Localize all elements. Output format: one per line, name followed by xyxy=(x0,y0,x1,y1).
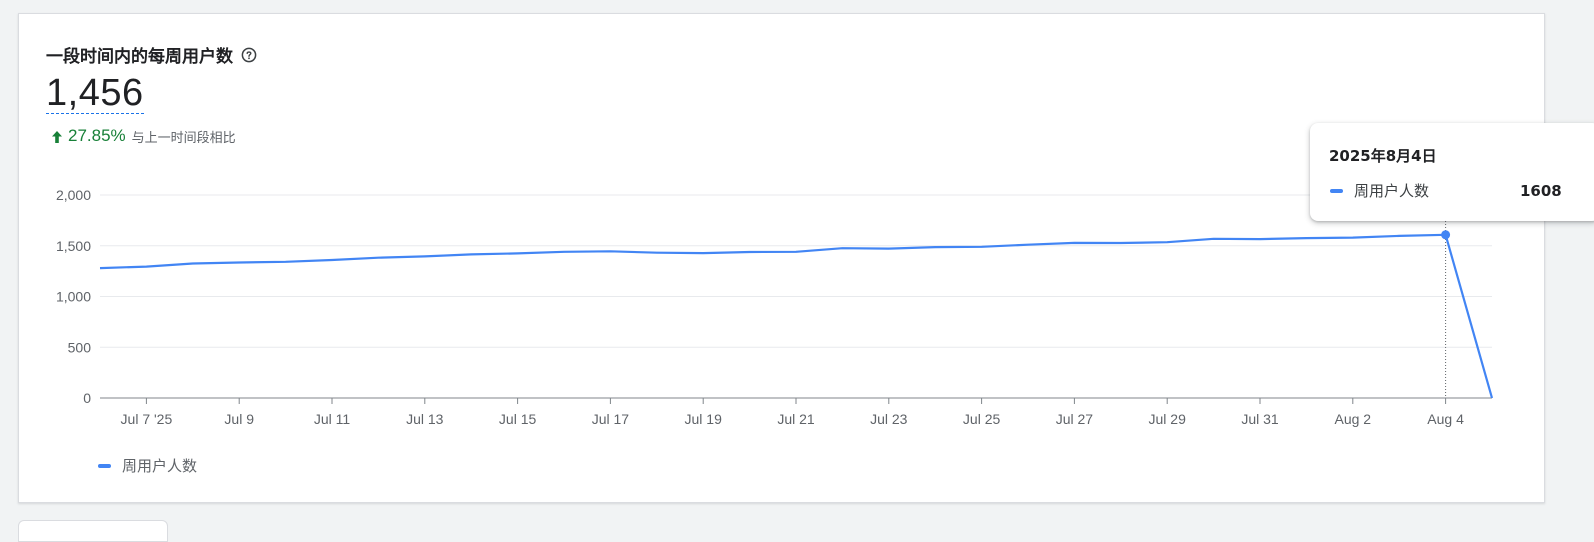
arrow-up-icon xyxy=(50,129,64,143)
chart-legend[interactable]: 周用户人数 xyxy=(98,455,197,476)
change-percent: 27.85% xyxy=(68,126,126,145)
tooltip-date: 2025年8月4日 xyxy=(1329,147,1437,165)
x-tick-label: Jul 19 xyxy=(685,411,723,427)
series-line xyxy=(99,233,1494,399)
y-tick-label: 1,500 xyxy=(56,238,91,254)
card-header: 一段时间内的每周用户数 xyxy=(46,42,257,67)
metric-value[interactable]: 1,456 xyxy=(46,72,144,114)
help-circle-icon[interactable] xyxy=(241,47,257,63)
x-tick-label: Jul 17 xyxy=(592,411,630,427)
x-tick-label: Jul 27 xyxy=(1056,411,1094,427)
x-tick-label: Jul 7 '25 xyxy=(121,411,173,427)
legend-label: 周用户人数 xyxy=(122,457,198,475)
x-tick-label: Jul 29 xyxy=(1149,411,1187,427)
legend-swatch xyxy=(98,463,111,468)
tooltip-series-label: 周用户人数 xyxy=(1354,182,1430,200)
card-title: 一段时间内的每周用户数 xyxy=(46,47,233,67)
y-tick-label: 1,000 xyxy=(56,289,91,305)
chart-card xyxy=(18,13,1545,503)
x-tick-label: Jul 15 xyxy=(499,411,537,427)
y-tick-label: 2,000 xyxy=(56,187,91,203)
y-tick-label: 500 xyxy=(68,339,92,355)
change-indicator: 27.85% 与上一时间段相比 xyxy=(50,126,236,146)
x-tick-label: Jul 11 xyxy=(314,411,351,427)
x-tick-label: Aug 2 xyxy=(1335,411,1372,427)
y-tick-label: 0 xyxy=(83,390,91,406)
tooltip-value: 1608 xyxy=(1520,181,1562,200)
next-card-edge xyxy=(18,520,168,542)
x-tick-label: Jul 31 xyxy=(1241,411,1279,427)
tooltip-row: 周用户人数 1608 xyxy=(1330,180,1594,201)
change-label: 与上一时间段相比 xyxy=(131,130,236,146)
x-tick-label: Jul 23 xyxy=(870,411,908,427)
highlight-point xyxy=(1441,230,1451,240)
chart-tooltip: 2025年8月4日 周用户人数 1608 xyxy=(1310,123,1594,221)
tooltip-swatch xyxy=(1330,188,1343,193)
x-tick-label: Jul 25 xyxy=(963,411,1001,427)
x-tick-label: Aug 4 xyxy=(1427,411,1464,427)
x-tick-label: Jul 21 xyxy=(777,411,815,427)
x-tick-label: Jul 13 xyxy=(406,411,444,427)
x-tick-label: Jul 9 xyxy=(224,411,254,427)
